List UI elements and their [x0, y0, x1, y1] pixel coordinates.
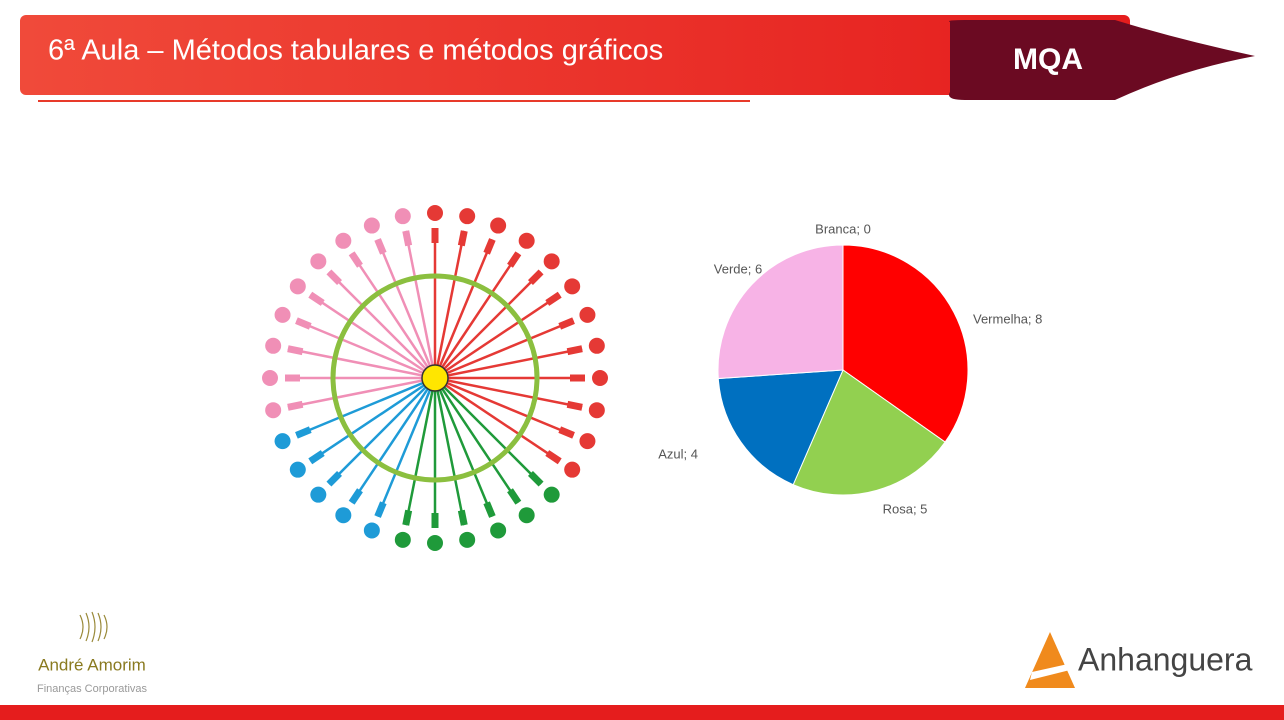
- figure-head: [589, 338, 605, 354]
- brand-name: Anhanguera: [1078, 641, 1253, 677]
- author-name: André Amorim: [38, 655, 146, 674]
- data-label: Verde; 6: [714, 261, 762, 276]
- figure-head: [564, 462, 580, 478]
- figure-body: [567, 349, 582, 352]
- figure-head: [564, 278, 580, 294]
- figure-head: [579, 433, 595, 449]
- badge-text: MQA: [1013, 43, 1083, 76]
- data-label: Branca; 0: [815, 221, 871, 236]
- figure-head: [544, 253, 560, 269]
- figure-head: [519, 507, 535, 523]
- figure-body: [461, 510, 464, 525]
- figure-head: [290, 462, 306, 478]
- figure-head: [459, 532, 475, 548]
- figure-head: [275, 433, 291, 449]
- data-label: Azul; 4: [658, 446, 698, 461]
- slide-title: 6ª Aula – Métodos tabulares e métodos gr…: [48, 35, 663, 67]
- figure-head: [290, 278, 306, 294]
- figure-body: [406, 510, 409, 525]
- figure-head: [395, 532, 411, 548]
- figure-head: [579, 307, 595, 323]
- figure-body: [461, 231, 464, 246]
- figure-head: [395, 208, 411, 224]
- figure-head: [262, 370, 278, 386]
- figure-head: [519, 233, 535, 249]
- figure-body: [288, 349, 303, 352]
- figure-head: [589, 402, 605, 418]
- people-circle: [262, 205, 608, 551]
- data-label: Vermelha; 8: [973, 311, 1042, 326]
- slide: 6ª Aula – Métodos tabulares e métodos gr…: [0, 0, 1284, 720]
- figure-head: [490, 522, 506, 538]
- figure-head: [427, 535, 443, 551]
- figure-head: [335, 233, 351, 249]
- figure-head: [265, 338, 281, 354]
- figure-head: [335, 507, 351, 523]
- figure-body: [406, 231, 409, 246]
- figure-head: [364, 522, 380, 538]
- footer-bar: [0, 705, 1284, 720]
- background: [0, 0, 1284, 720]
- figure-body: [567, 404, 582, 407]
- figure-head: [427, 205, 443, 221]
- figure-head: [544, 487, 560, 503]
- figure-head: [310, 487, 326, 503]
- data-label: Rosa; 5: [883, 501, 928, 516]
- hub: [422, 365, 448, 391]
- figure-head: [275, 307, 291, 323]
- figure-head: [592, 370, 608, 386]
- figure-head: [490, 218, 506, 234]
- figure-head: [265, 402, 281, 418]
- figure-body: [288, 404, 303, 407]
- figure-head: [310, 253, 326, 269]
- figure-head: [459, 208, 475, 224]
- author-subtitle: Finanças Corporativas: [37, 683, 148, 695]
- figure-head: [364, 218, 380, 234]
